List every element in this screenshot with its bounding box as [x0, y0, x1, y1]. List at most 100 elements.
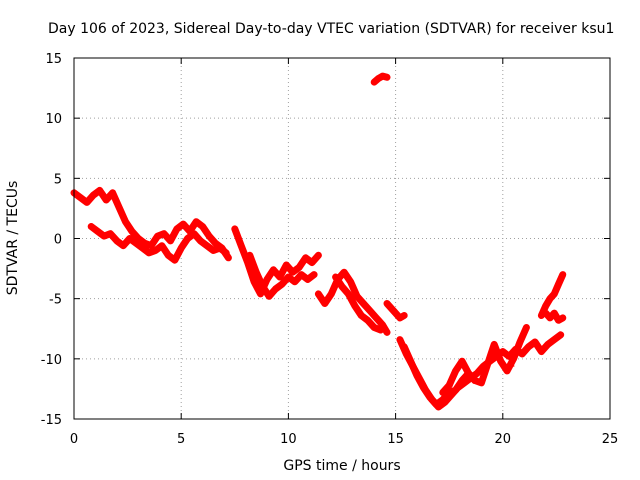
data-point — [161, 230, 168, 237]
series-trace — [439, 357, 479, 396]
data-point — [551, 336, 558, 343]
series-track-g — [370, 72, 391, 86]
data-point — [459, 377, 466, 384]
series-track-m — [542, 309, 567, 324]
data-point — [321, 300, 328, 307]
data-point — [379, 322, 386, 329]
data-point — [401, 343, 408, 350]
data-point — [531, 338, 538, 345]
data-point — [238, 242, 245, 249]
data-point — [133, 240, 140, 247]
data-point — [484, 360, 491, 367]
data-point — [315, 252, 322, 259]
data-point — [246, 252, 253, 259]
data-point — [401, 312, 408, 319]
data-point — [158, 242, 165, 249]
x-tick-label: 15 — [387, 432, 404, 447]
x-tick-label: 10 — [280, 432, 297, 447]
data-point — [542, 302, 549, 309]
data-point — [360, 300, 367, 307]
data-point — [212, 240, 219, 247]
data-point — [384, 329, 391, 336]
data-point — [420, 384, 427, 391]
data-point — [459, 358, 466, 365]
data-point — [206, 233, 213, 240]
data-point — [251, 278, 258, 285]
data-point — [315, 290, 322, 297]
data-point — [339, 283, 345, 290]
data-point — [371, 79, 378, 86]
data-point — [414, 372, 421, 379]
data-point — [478, 379, 485, 386]
series-trace — [537, 271, 567, 319]
data-point — [167, 237, 174, 244]
data-point — [128, 228, 135, 235]
data-point — [555, 281, 562, 288]
data-point — [373, 314, 380, 321]
data-point — [270, 266, 277, 273]
data-point — [203, 242, 210, 249]
series-track-h — [383, 300, 408, 322]
data-point — [154, 233, 161, 240]
data-point — [377, 326, 384, 333]
axis-ticks: 0 5 10 15 20 25 -15 -10 -5 0 5 10 15 — [41, 52, 619, 447]
data-point — [101, 233, 108, 240]
series-track-k — [439, 357, 479, 396]
data-point — [216, 245, 223, 252]
data-point — [396, 314, 403, 321]
data-point — [173, 225, 180, 232]
data-point — [266, 293, 273, 300]
data-point — [257, 290, 264, 297]
data-point — [107, 230, 114, 237]
data-point — [347, 278, 354, 285]
data-point — [289, 269, 296, 276]
data-point — [223, 249, 230, 256]
data-point — [465, 370, 472, 377]
data-point — [135, 235, 142, 242]
data-point — [426, 394, 433, 401]
data-point — [345, 290, 352, 297]
data-point — [199, 223, 206, 230]
data-point — [126, 235, 133, 242]
series-trace — [400, 324, 530, 409]
y-tick-label: -10 — [41, 353, 62, 368]
data-point — [446, 382, 453, 389]
data-point — [302, 254, 309, 261]
data-point — [165, 252, 172, 259]
data-point — [510, 355, 517, 362]
data-point — [225, 254, 232, 261]
data-point — [152, 247, 159, 254]
data-point — [276, 274, 283, 281]
series-track-a — [70, 186, 232, 262]
data-point — [516, 338, 523, 345]
data-point — [311, 271, 318, 278]
data-point — [491, 341, 498, 348]
data-point — [555, 317, 562, 324]
data-point — [171, 257, 178, 264]
data-point — [508, 363, 515, 370]
data-point — [96, 187, 103, 194]
data-point — [148, 242, 155, 249]
data-point — [538, 348, 545, 355]
data-point — [452, 367, 459, 374]
data-point — [120, 242, 127, 249]
series-trace — [396, 331, 565, 411]
series-track-f — [332, 273, 385, 334]
y-tick-label: -5 — [49, 293, 62, 308]
series-trace — [314, 268, 391, 336]
data-point — [546, 314, 553, 321]
data-point — [304, 276, 311, 283]
data-point — [180, 221, 187, 228]
chart-title: Day 106 of 2023, Sidereal Day-to-day VTE… — [48, 21, 614, 37]
series-track-d — [246, 251, 318, 300]
data-point — [285, 274, 292, 281]
data-point — [364, 317, 371, 324]
data-point — [407, 358, 414, 365]
data-point — [272, 286, 279, 293]
data-point — [122, 218, 129, 225]
data-point — [88, 223, 95, 230]
series-track-b — [87, 223, 230, 264]
x-tick-label: 0 — [70, 432, 78, 447]
data-point — [328, 290, 335, 297]
